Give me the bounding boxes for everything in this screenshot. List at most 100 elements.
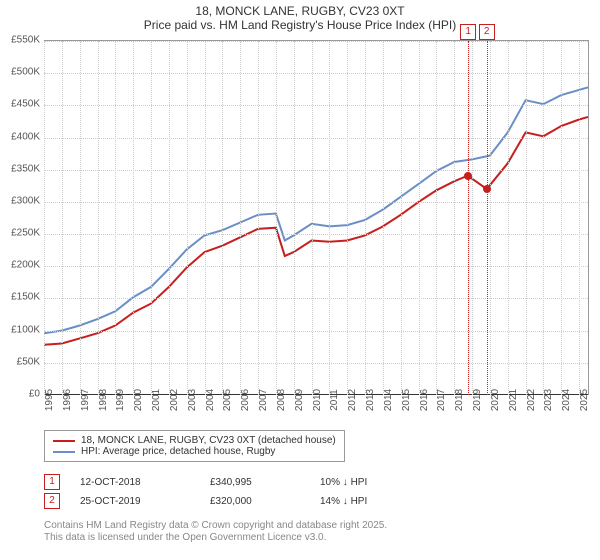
x-tick-label: 2007 <box>258 389 269 411</box>
price-paid-point <box>464 172 472 180</box>
x-tick-label: 1997 <box>80 389 91 411</box>
y-gridline <box>44 41 588 42</box>
footer-line2: This data is licensed under the Open Gov… <box>44 532 387 544</box>
x-gridline <box>436 41 437 395</box>
y-tick-label: £450K <box>11 99 40 110</box>
x-gridline <box>347 41 348 395</box>
x-tick-label: 2004 <box>205 389 216 411</box>
y-gridline <box>44 138 588 139</box>
x-gridline <box>579 41 580 395</box>
marker-vline <box>487 41 488 395</box>
y-axis-labels: £0£50K£100K£150K£200K£250K£300K£350K£400… <box>0 40 42 394</box>
x-tick-label: 2001 <box>151 389 162 411</box>
x-gridline <box>44 41 45 395</box>
x-tick-label: 1995 <box>44 389 55 411</box>
legend-label: 18, MONCK LANE, RUGBY, CV23 0XT (detache… <box>81 435 336 446</box>
x-axis-labels: 1995199619971998199920002001200220032004… <box>44 396 588 426</box>
legend-item: 18, MONCK LANE, RUGBY, CV23 0XT (detache… <box>53 435 336 446</box>
y-tick-label: £250K <box>11 228 40 239</box>
x-gridline <box>543 41 544 395</box>
y-tick-label: £200K <box>11 260 40 271</box>
y-tick-label: £150K <box>11 292 40 303</box>
x-gridline <box>312 41 313 395</box>
x-gridline <box>222 41 223 395</box>
y-gridline <box>44 266 588 267</box>
x-gridline <box>62 41 63 395</box>
x-tick-label: 2016 <box>419 389 430 411</box>
y-tick-label: £350K <box>11 163 40 174</box>
x-gridline <box>454 41 455 395</box>
x-gridline <box>383 41 384 395</box>
x-tick-label: 2022 <box>526 389 537 411</box>
x-gridline <box>205 41 206 395</box>
x-gridline <box>169 41 170 395</box>
x-gridline <box>490 41 491 395</box>
x-gridline <box>419 41 420 395</box>
y-tick-label: £500K <box>11 67 40 78</box>
transaction-date: 12-OCT-2018 <box>80 477 190 488</box>
marker-label-box: 1 <box>460 24 476 40</box>
y-gridline <box>44 331 588 332</box>
chart-lines-svg <box>44 41 588 395</box>
x-gridline <box>80 41 81 395</box>
x-tick-label: 2002 <box>169 389 180 411</box>
transaction-price: £340,995 <box>210 477 300 488</box>
title-block: 18, MONCK LANE, RUGBY, CV23 0XT Price pa… <box>0 0 600 32</box>
legend-label: HPI: Average price, detached house, Rugb… <box>81 446 275 457</box>
marker-vline <box>468 41 469 395</box>
x-gridline <box>98 41 99 395</box>
x-tick-label: 2009 <box>294 389 305 411</box>
x-gridline <box>240 41 241 395</box>
transaction-delta: 10% ↓ HPI <box>320 477 367 488</box>
title-line2: Price paid vs. HM Land Registry's House … <box>0 18 600 32</box>
x-tick-label: 2019 <box>472 389 483 411</box>
x-tick-label: 2012 <box>347 389 358 411</box>
x-gridline <box>294 41 295 395</box>
y-tick-label: £100K <box>11 324 40 335</box>
transaction-row: 225-OCT-2019£320,00014% ↓ HPI <box>44 493 367 509</box>
x-tick-label: 2024 <box>561 389 572 411</box>
x-gridline <box>329 41 330 395</box>
y-gridline <box>44 73 588 74</box>
y-tick-label: £0 <box>29 389 40 400</box>
x-tick-label: 2021 <box>508 389 519 411</box>
y-gridline <box>44 298 588 299</box>
series-line <box>44 117 588 345</box>
x-gridline <box>258 41 259 395</box>
x-gridline <box>133 41 134 395</box>
y-tick-label: £550K <box>11 35 40 46</box>
legend-swatch <box>53 451 75 453</box>
transaction-date: 25-OCT-2019 <box>80 496 190 507</box>
chart-container: 18, MONCK LANE, RUGBY, CV23 0XT Price pa… <box>0 0 600 560</box>
x-tick-label: 1999 <box>115 389 126 411</box>
x-tick-label: 2020 <box>490 389 501 411</box>
x-tick-label: 2000 <box>133 389 144 411</box>
series-line <box>44 87 588 333</box>
y-gridline <box>44 234 588 235</box>
x-tick-label: 2006 <box>240 389 251 411</box>
y-tick-label: £400K <box>11 131 40 142</box>
x-tick-label: 2003 <box>187 389 198 411</box>
x-gridline <box>151 41 152 395</box>
x-tick-label: 2025 <box>579 389 590 411</box>
x-gridline <box>115 41 116 395</box>
x-tick-label: 2014 <box>383 389 394 411</box>
transaction-row: 1 12-OCT-2018 £340,995 10% ↓ HPI <box>44 474 367 490</box>
x-gridline <box>508 41 509 395</box>
y-gridline <box>44 105 588 106</box>
y-tick-label: £50K <box>17 356 40 367</box>
chart-plot-area <box>44 40 589 395</box>
transaction-table: 1 12-OCT-2018 £340,995 10% ↓ HPI 2 25-OCT-201… <box>44 474 367 512</box>
x-tick-label: 2013 <box>365 389 376 411</box>
x-gridline <box>365 41 366 395</box>
x-gridline <box>561 41 562 395</box>
x-tick-label: 2015 <box>401 389 412 411</box>
x-tick-label: 2017 <box>436 389 447 411</box>
legend-item: HPI: Average price, detached house, Rugb… <box>53 446 336 457</box>
footer-attribution: Contains HM Land Registry data © Crown c… <box>44 520 387 544</box>
x-tick-label: 2011 <box>329 389 340 411</box>
transaction-marker: 2 <box>44 493 60 509</box>
x-gridline <box>401 41 402 395</box>
transaction-marker: 1 <box>44 474 60 490</box>
x-gridline <box>276 41 277 395</box>
